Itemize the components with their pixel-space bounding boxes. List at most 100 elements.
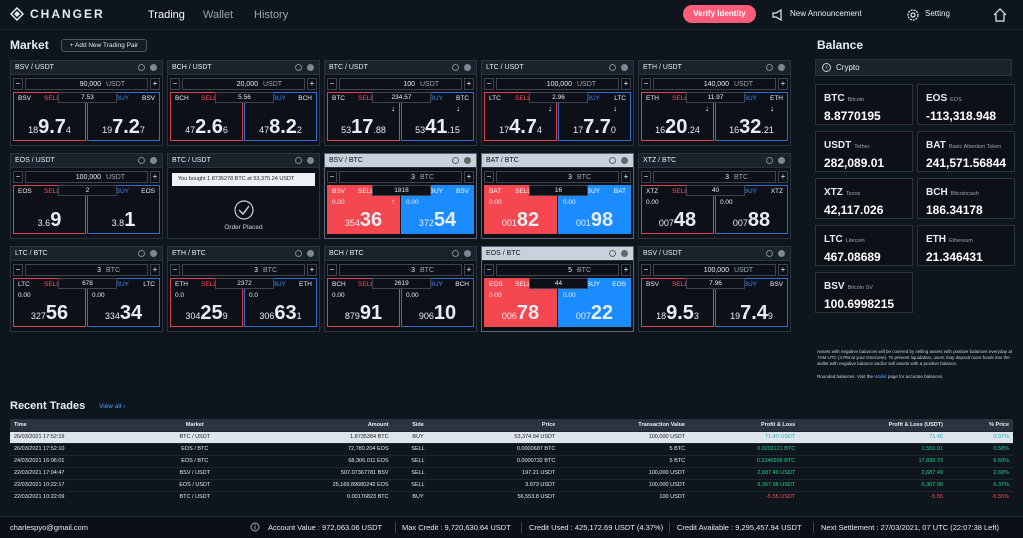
nav-trading[interactable]: Trading xyxy=(148,9,185,21)
settings-circle-icon[interactable] xyxy=(138,157,145,164)
increase-button[interactable]: + xyxy=(150,171,160,183)
buy-button[interactable]: BUY LTC 0.00 33434 xyxy=(87,278,160,327)
table-row[interactable]: 22/03/2021 10:22:17 EOS / USDT 25,169.8968… xyxy=(10,478,1013,491)
decrease-button[interactable]: − xyxy=(484,171,494,183)
settings-circle-icon[interactable] xyxy=(138,250,145,257)
quantity-input[interactable]: 3 BTC xyxy=(339,171,462,183)
table-row[interactable]: 26/03/2021 17:52:10 EOS / BTC 72,780.204 E… xyxy=(10,442,1013,455)
buy-button[interactable]: BUY LTC 177.70 xyxy=(558,92,631,141)
app-logo[interactable]: CHANGER xyxy=(10,7,105,21)
increase-button[interactable]: + xyxy=(464,78,474,90)
balance-item[interactable]: BAT Basic Attention Token 241,571.56844 xyxy=(917,131,1015,172)
sell-button[interactable]: ETH SELL 0.0 304259 xyxy=(170,278,243,327)
nav-wallet[interactable]: Wallet xyxy=(203,9,234,21)
increase-button[interactable]: + xyxy=(307,78,317,90)
quantity-input[interactable]: 100,000 USDT xyxy=(653,264,776,276)
verify-identity-button[interactable]: Verify Identity xyxy=(683,5,756,23)
balance-item[interactable]: BTC Bitcoin 8.8770195 xyxy=(815,84,913,125)
column-header[interactable]: Side xyxy=(392,419,444,431)
sell-button[interactable]: LTC SELL 174.74 xyxy=(484,92,557,141)
decrease-button[interactable]: − xyxy=(327,171,337,183)
settings-circle-icon[interactable] xyxy=(766,64,773,71)
nav-history[interactable]: History xyxy=(254,9,289,21)
close-icon[interactable] xyxy=(307,250,314,257)
settings-circle-icon[interactable] xyxy=(609,250,616,257)
increase-button[interactable]: + xyxy=(464,264,474,276)
balance-item[interactable]: BCH Bitcoincash 186.34178 xyxy=(917,178,1015,219)
buy-button[interactable]: BUY ETH 0.0 306631 xyxy=(244,278,317,327)
buy-button[interactable]: BUY BCH 0.00 90610 xyxy=(401,278,474,327)
close-icon[interactable] xyxy=(150,64,157,71)
setting-link[interactable]: Setting xyxy=(925,9,950,18)
increase-button[interactable]: + xyxy=(778,171,788,183)
column-header[interactable]: Profit & Loss (USDT) xyxy=(799,419,947,431)
decrease-button[interactable]: − xyxy=(170,78,180,90)
settings-circle-icon[interactable] xyxy=(452,250,459,257)
sell-button[interactable]: BCH SELL 472.66 xyxy=(170,92,243,141)
settings-circle-icon[interactable] xyxy=(452,64,459,71)
close-icon[interactable] xyxy=(464,250,471,257)
settings-circle-icon[interactable] xyxy=(295,64,302,71)
sell-button[interactable]: BSV SELL 189.74 xyxy=(13,92,86,141)
decrease-button[interactable]: − xyxy=(327,78,337,90)
settings-circle-icon[interactable] xyxy=(609,64,616,71)
buy-button[interactable]: BUY BSV 197.49 xyxy=(715,278,788,327)
settings-circle-icon[interactable] xyxy=(295,250,302,257)
close-icon[interactable] xyxy=(778,64,785,71)
decrease-button[interactable]: − xyxy=(13,264,23,276)
quantity-input[interactable]: 3 BTC xyxy=(496,171,619,183)
quantity-input[interactable]: 3 BTC xyxy=(339,264,462,276)
column-header[interactable]: % Price xyxy=(946,419,1013,431)
sell-button[interactable]: ETH SELL 1620.24 xyxy=(641,92,714,141)
table-row[interactable]: 26/03/2021 17:52:19 BTC / USDT 1.8735384 B… xyxy=(10,430,1013,443)
buy-button[interactable]: BUY XTZ 0.00 00788 xyxy=(715,185,788,234)
close-icon[interactable] xyxy=(307,64,314,71)
decrease-button[interactable]: − xyxy=(641,78,651,90)
wallet-link[interactable]: Wallet xyxy=(874,374,887,379)
sell-button[interactable]: BTC SELL 5317.88 xyxy=(327,92,400,141)
settings-circle-icon[interactable] xyxy=(138,64,145,71)
balance-item[interactable]: LTC Litecoin 467.08689 xyxy=(815,225,913,266)
home-icon[interactable] xyxy=(993,8,1007,22)
add-trading-pair-button[interactable]: + Add New Trading Pair xyxy=(61,39,147,52)
sell-button[interactable]: BCH SELL 0.00 87991 xyxy=(327,278,400,327)
info-icon[interactable] xyxy=(250,522,260,532)
balance-item[interactable]: XTZ Tezos 42,117.026 xyxy=(815,178,913,219)
column-header[interactable]: Profit & Loss xyxy=(689,419,800,431)
table-row[interactable]: 22/03/2021 17:04:47 BSV / USDT 507.0736778… xyxy=(10,466,1013,479)
sell-button[interactable]: LTC SELL 0.00 32756 xyxy=(13,278,86,327)
column-header[interactable]: Amount xyxy=(241,419,393,431)
balance-item[interactable]: EOS EOS -113,318.948 xyxy=(917,84,1015,125)
decrease-button[interactable]: − xyxy=(641,171,651,183)
increase-button[interactable]: + xyxy=(778,264,788,276)
quantity-input[interactable]: 100,000 USDT xyxy=(496,78,619,90)
close-icon[interactable] xyxy=(778,250,785,257)
increase-button[interactable]: + xyxy=(778,78,788,90)
sell-button[interactable]: EOS SELL 3.69 xyxy=(13,185,86,234)
close-icon[interactable] xyxy=(307,157,314,164)
balance-item[interactable]: USDT Tether 282,089.01 xyxy=(815,131,913,172)
quantity-input[interactable]: 3 BTC xyxy=(653,171,776,183)
column-header[interactable]: Market xyxy=(148,419,242,431)
increase-button[interactable]: + xyxy=(150,78,160,90)
new-announcement-link[interactable]: New Announcement xyxy=(790,9,862,18)
quantity-input[interactable]: 100 USDT xyxy=(339,78,462,90)
close-icon[interactable] xyxy=(150,250,157,257)
quantity-input[interactable]: 140,000 USDT xyxy=(653,78,776,90)
close-icon[interactable] xyxy=(621,250,628,257)
decrease-button[interactable]: − xyxy=(13,78,23,90)
settings-circle-icon[interactable] xyxy=(609,157,616,164)
settings-circle-icon[interactable] xyxy=(295,157,302,164)
increase-button[interactable]: + xyxy=(621,78,631,90)
balance-item[interactable]: ETH Ethereum 21.346431 xyxy=(917,225,1015,266)
close-icon[interactable] xyxy=(778,157,785,164)
quantity-input[interactable]: 100,000 USDT xyxy=(25,171,148,183)
buy-button[interactable]: BUY EOS 0.00 00722 xyxy=(558,278,631,327)
close-icon[interactable] xyxy=(621,64,628,71)
buy-button[interactable]: BUY ETH 1632.21 xyxy=(715,92,788,141)
quantity-input[interactable]: 3 BTC xyxy=(25,264,148,276)
increase-button[interactable]: + xyxy=(307,264,317,276)
sell-button[interactable]: BSV SELL 189.53 xyxy=(641,278,714,327)
table-row[interactable]: 22/03/2021 10:22:09 BTC / USDT 0.00176823 … xyxy=(10,490,1013,503)
quantity-input[interactable]: 20,000 USDT xyxy=(182,78,305,90)
